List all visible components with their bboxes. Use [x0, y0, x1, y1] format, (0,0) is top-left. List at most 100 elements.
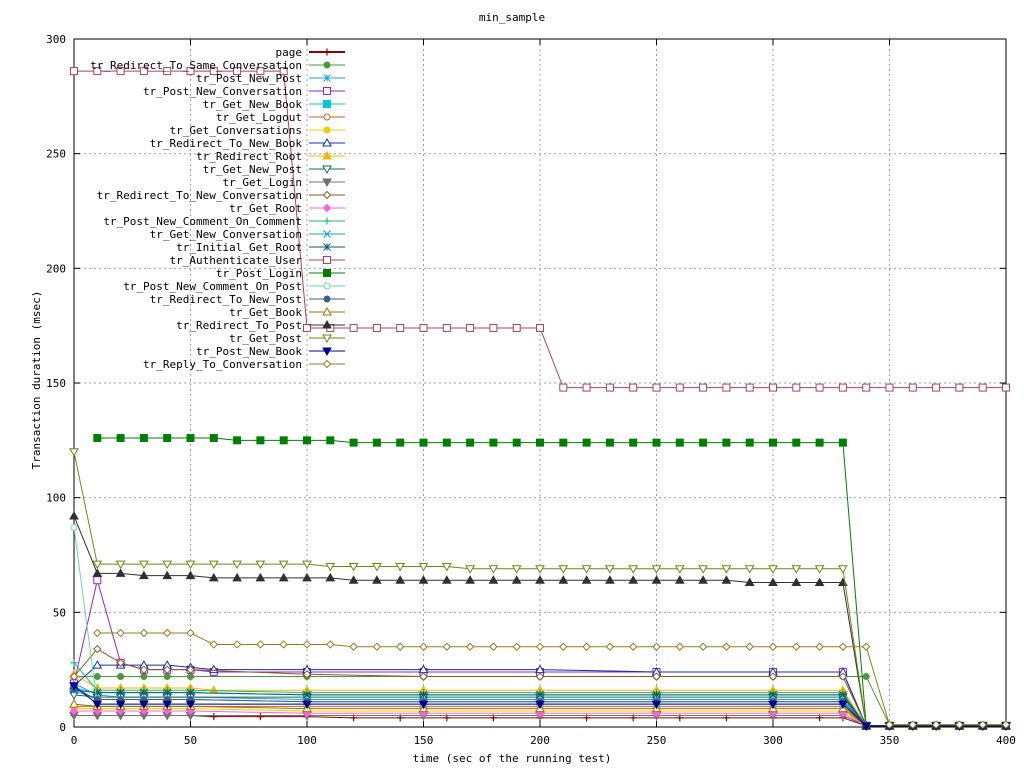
data-point — [209, 67, 218, 76]
data-point — [512, 438, 521, 447]
data-point — [535, 672, 545, 681]
data-point — [932, 383, 941, 392]
data-point — [721, 575, 732, 584]
data-point — [768, 642, 778, 651]
data-point — [325, 562, 336, 572]
legend-marker — [323, 87, 331, 95]
data-point — [302, 670, 312, 679]
data-point — [115, 568, 126, 577]
data-point — [466, 323, 475, 332]
data-point — [139, 560, 149, 570]
data-point — [861, 642, 871, 651]
data-point — [208, 560, 219, 570]
legend-label: tr_Get_New_Conversation — [150, 228, 302, 241]
legend-entry: tr_Get_New_Book — [203, 98, 345, 111]
legend-entry: tr_Redirect_Root — [196, 150, 345, 163]
data-point — [628, 575, 639, 584]
data-point — [581, 575, 592, 584]
data-point — [256, 436, 265, 445]
data-point — [69, 448, 79, 457]
y-tick-label: 200 — [46, 262, 66, 275]
data-point — [838, 700, 848, 710]
x-tick-label: 50 — [184, 734, 197, 747]
data-point — [116, 67, 125, 76]
data-point — [279, 640, 288, 649]
data-point — [69, 699, 79, 708]
legend-label: tr_Post_New_Comment_On_Post — [123, 280, 302, 293]
data-point — [955, 383, 964, 392]
data-point — [349, 323, 358, 332]
data-point — [70, 659, 78, 667]
data-point — [325, 572, 336, 582]
data-point — [722, 642, 731, 651]
series-tr_Post_Login — [93, 434, 1010, 730]
data-point — [511, 575, 522, 584]
legend-marker — [322, 359, 332, 369]
data-point — [792, 642, 801, 651]
data-point — [185, 570, 196, 580]
data-point — [186, 665, 195, 674]
data-point — [209, 640, 219, 649]
data-point — [70, 67, 78, 76]
data-point — [815, 438, 824, 447]
data-point — [862, 383, 871, 392]
data-point — [769, 383, 777, 392]
data-point — [349, 642, 358, 651]
data-point — [69, 706, 79, 716]
data-point — [302, 572, 312, 582]
data-point — [536, 323, 544, 332]
legend-entry: tr_Redirect_To_Post — [176, 319, 345, 332]
data-point — [326, 640, 335, 649]
data-point — [861, 722, 872, 731]
data-point — [116, 434, 125, 443]
data-point — [605, 565, 615, 574]
data-point — [885, 720, 894, 729]
data-point — [278, 560, 289, 570]
legend-marker — [323, 113, 331, 121]
legend-marker — [322, 203, 332, 213]
data-point — [372, 642, 382, 651]
data-point — [92, 560, 103, 570]
data-point — [838, 565, 848, 574]
data-point — [396, 438, 405, 447]
data-point — [372, 323, 381, 332]
data-point — [651, 575, 662, 584]
data-point — [92, 568, 103, 577]
legend-marker — [323, 48, 331, 56]
data-point — [187, 673, 194, 681]
data-point — [791, 565, 802, 574]
data-point — [186, 434, 195, 443]
data-point — [442, 642, 452, 651]
legend-label: tr_Get_Book — [229, 306, 302, 319]
data-point — [116, 658, 125, 667]
y-tick-label: 50 — [53, 606, 66, 619]
legend-marker — [323, 295, 331, 303]
y-tick-label: 150 — [46, 377, 66, 390]
data-point — [769, 691, 777, 699]
data-point — [139, 570, 149, 580]
data-point — [233, 436, 242, 445]
legend-marker — [323, 269, 331, 277]
data-point — [162, 665, 172, 674]
data-point — [792, 438, 801, 447]
legend-label: tr_Post_New_Book — [196, 345, 302, 358]
legend-entry: tr_Get_Post — [229, 332, 345, 345]
series-lines — [69, 67, 1011, 731]
data-point — [348, 562, 359, 572]
legend-entry: tr_Redirect_To_Same_Conversation — [90, 59, 345, 72]
y-tick-label: 300 — [46, 33, 66, 46]
data-point — [396, 323, 405, 332]
data-point — [93, 673, 101, 681]
legend-marker — [323, 61, 331, 69]
legend-label: tr_Redirect_To_Post — [176, 319, 302, 332]
data-point — [186, 628, 195, 638]
data-point — [559, 642, 568, 651]
data-point — [302, 640, 312, 649]
data-point — [768, 672, 778, 681]
legend-label: tr_Get_Root — [229, 202, 302, 215]
data-point — [838, 672, 848, 681]
data-point — [722, 438, 731, 447]
data-point — [372, 575, 382, 584]
data-point — [117, 673, 125, 681]
data-point — [582, 438, 591, 447]
